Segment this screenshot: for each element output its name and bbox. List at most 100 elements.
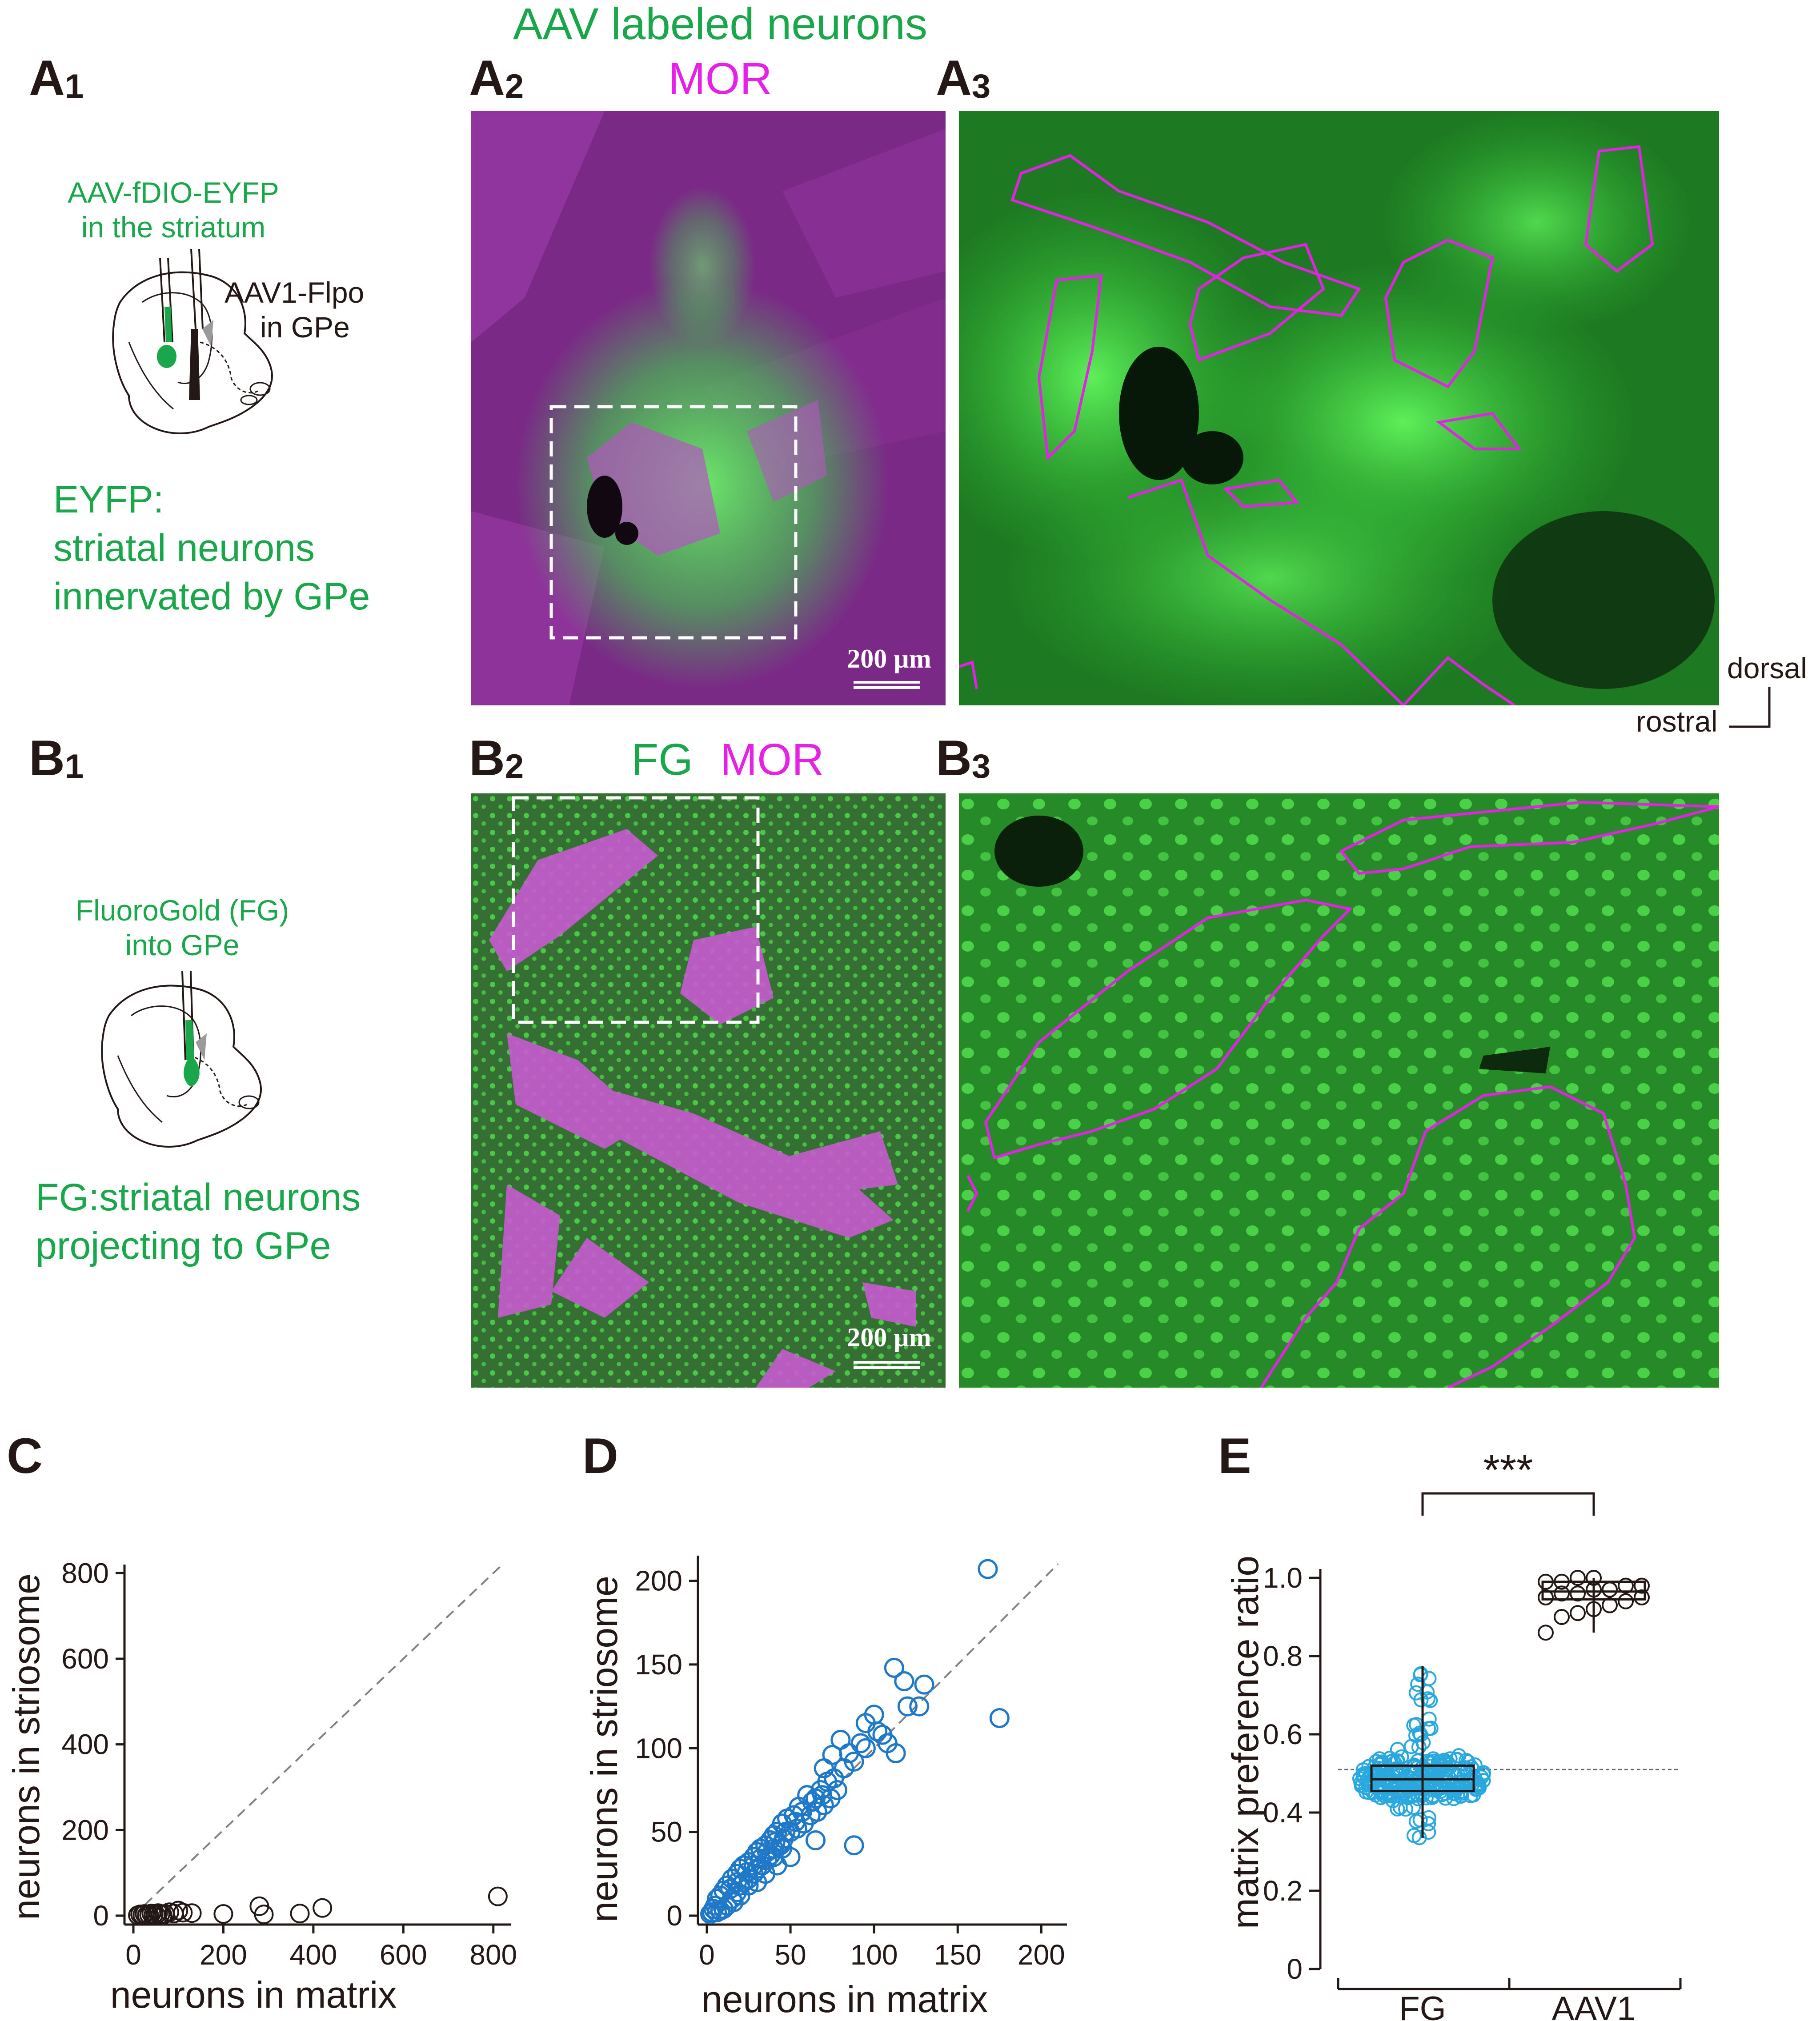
chart-e-aav1-point [1618,1577,1634,1594]
chart-e: 0 0.2 0.4 0.6 0.8 1.0 FG AAV1 *** matrix prefer… [1224,1446,1682,2021]
chart-d-point [824,1768,844,1789]
panel-label-b2: B2 [469,730,524,786]
chart-e-fg-point [1435,1774,1451,1790]
chart-e-aav1-point [1634,1577,1650,1594]
chart-d-point [727,1872,747,1893]
chart-e-ytick-label: 0.6 [1263,1718,1303,1750]
chart-e-aav1-point [1538,1573,1554,1590]
chart-e-aav1-point [1586,1570,1602,1586]
b2-fg-label: FG [631,735,693,784]
chart-d-point [720,1879,741,1899]
chart-c-xtick-label: 400 [289,1939,337,1971]
chart-e-aav1-point [1570,1585,1586,1602]
chart-e-fg-point [1455,1774,1470,1789]
chart-e-significance-label: *** [1483,1446,1533,1494]
chart-d-point [872,1725,893,1745]
chart-c-ytick-label: 0 [93,1900,109,1932]
panel-label-c: C [7,1428,43,1484]
chart-d-point [820,1788,841,1809]
b1-description: FG:striatal neurons projecting to GPe [36,1176,361,1268]
chart-d-ytick-label: 150 [635,1649,682,1681]
chart-d-xtick-label: 100 [850,1939,898,1971]
chart-c-xtick-label: 200 [200,1939,247,1971]
chart-e-aav1-point [1586,1581,1602,1598]
chart-d-point [737,1862,757,1882]
orientation-dorsal-label: dorsal [1727,652,1807,684]
orientation-arrows [1729,687,1771,728]
chart-c-point [290,1904,310,1924]
chart-e-fg-point [1419,1684,1435,1700]
a3-image-content [959,111,1719,705]
chart-d-ytick-label: 50 [651,1816,682,1848]
chart-c-point [313,1898,333,1918]
chart-d-point [850,1733,871,1753]
chart-d-point [792,1801,812,1822]
chart-e-aav1-point [1570,1605,1586,1621]
chart-c-ytick-label: 800 [61,1557,109,1589]
chart-e-fg-point [1420,1763,1436,1779]
chart-c-xtick-label: 600 [380,1939,427,1971]
chart-d-ytick-label: 200 [635,1565,682,1597]
chart-c-ylabel: neurons in striosome [5,1573,47,1920]
chart-e-fg-point [1378,1770,1394,1785]
chart-e-aav1-point [1586,1601,1602,1617]
chart-d-point [814,1795,834,1815]
chart-d-point [765,1832,786,1852]
chart-d-point [700,1904,721,1924]
panel-label-a2: A2 [469,50,524,106]
chart-d-point [806,1830,826,1850]
chart-c-point [173,1903,193,1923]
chart-e-aav1-point [1554,1609,1570,1625]
chart-e-fg-point [1387,1755,1402,1771]
chart-d-point [812,1785,833,1805]
chart-c-ytick-label: 400 [61,1729,109,1761]
a2-image-content [471,111,946,705]
chart-d-point [785,1812,806,1832]
chart-c-xtick-label: 0 [125,1939,141,1971]
b2-micrograph: 200 µm [471,793,946,1388]
chart-e-fg-point [1412,1785,1428,1801]
chart-d-point [844,1751,864,1772]
chart-c-xtick-label: 800 [469,1939,517,1971]
chart-e-aav1-point [1554,1573,1570,1590]
chart-e-fg-point [1475,1765,1491,1781]
chart-d-ytick-label: 0 [666,1900,682,1932]
chart-d-xtick-label: 50 [775,1939,806,1971]
chart-d-point [750,1849,770,1869]
chart-e-fg-point [1420,1691,1436,1707]
chart-d: 0 50 100 150 200 0 50 100 150 200 neurons in matr… [583,1556,1067,2020]
chart-d-point [844,1835,864,1856]
chart-e-ytick-label: 1.0 [1263,1562,1303,1594]
b2-image-content [471,793,946,1388]
aav-labeled-neurons-title: AAV labeled neurons [513,0,928,49]
a1-brain-schematic [112,248,273,434]
chart-d-point [886,1743,906,1764]
a2-micrograph: 200 µm [471,111,946,705]
chart-d-ytick-label: 100 [635,1732,682,1764]
chart-d-point [802,1792,822,1812]
chart-c-point [254,1905,274,1925]
chart-e-fg-point [1373,1785,1389,1801]
chart-e-aav1-point [1570,1570,1586,1586]
chart-e-fg-point [1423,1721,1439,1736]
b1-injection-label: FluoroGold (FG) into GPe [75,894,289,961]
a1-flpo-label: AAV1-Flpo in GPe [224,276,365,344]
chart-c-point [182,1903,202,1923]
chart-d-point [723,1892,744,1913]
chart-d-ylabel: neurons in striosome [583,1576,625,1922]
chart-e-group-label: AAV1 [1552,1990,1636,2021]
panel-label-a1: A1 [29,50,84,106]
chart-d-xtick-label: 0 [699,1939,715,1971]
chart-e-aav1-point [1538,1589,1554,1605]
b2-mor-label: MOR [720,735,824,784]
chart-e-fg-point [1413,1666,1429,1681]
chart-e-aav1-point [1602,1597,1618,1613]
chart-d-point [830,1729,851,1750]
chart-e-fg-point [1460,1754,1476,1769]
panel-label-b3: B3 [936,730,991,786]
a2-scalebar-label: 200 µm [847,644,931,673]
chart-d-point [867,1721,888,1742]
chart-c-point [488,1886,508,1906]
chart-e-fg-point [1453,1789,1468,1804]
chart-e-ylabel: matrix preference ratio [1224,1556,1266,1929]
